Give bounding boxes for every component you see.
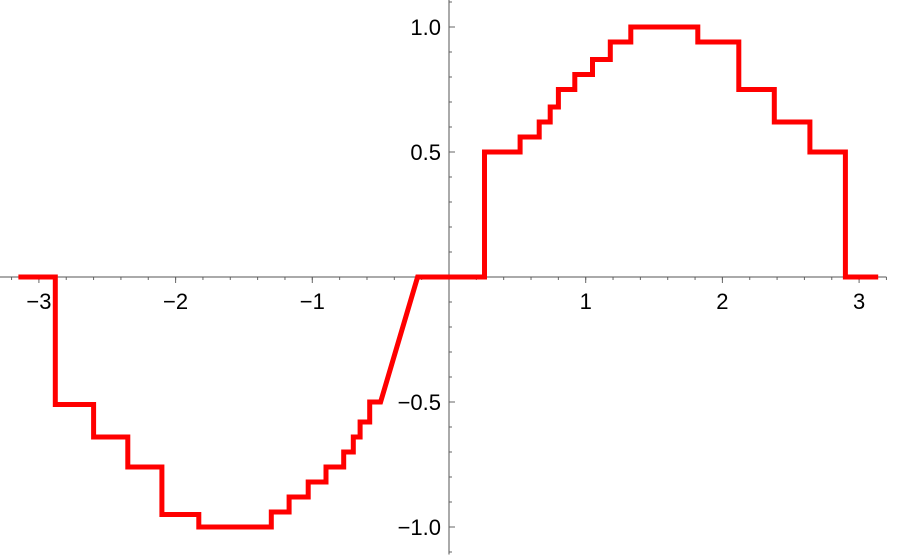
y-tick-label: 0.5 [410,140,441,165]
x-tick-label: −2 [163,289,188,314]
major-ticks [38,26,860,528]
x-tick-label: 2 [716,289,728,314]
x-tick-label: 1 [580,289,592,314]
step-series-line [18,24,879,530]
series-group [18,24,879,530]
x-tick-labels: −3 −2 −1 1 2 3 [26,289,865,314]
y-tick-label: −0.5 [398,390,441,415]
x-tick-label: 3 [853,289,865,314]
y-tick-label: 1.0 [410,15,441,40]
x-tick-label: −1 [300,289,325,314]
y-tick-label: −1.0 [398,515,441,540]
x-tick-label: −3 [26,289,51,314]
y-tick-labels: −1.0 −0.5 0.5 1.0 [398,15,441,540]
